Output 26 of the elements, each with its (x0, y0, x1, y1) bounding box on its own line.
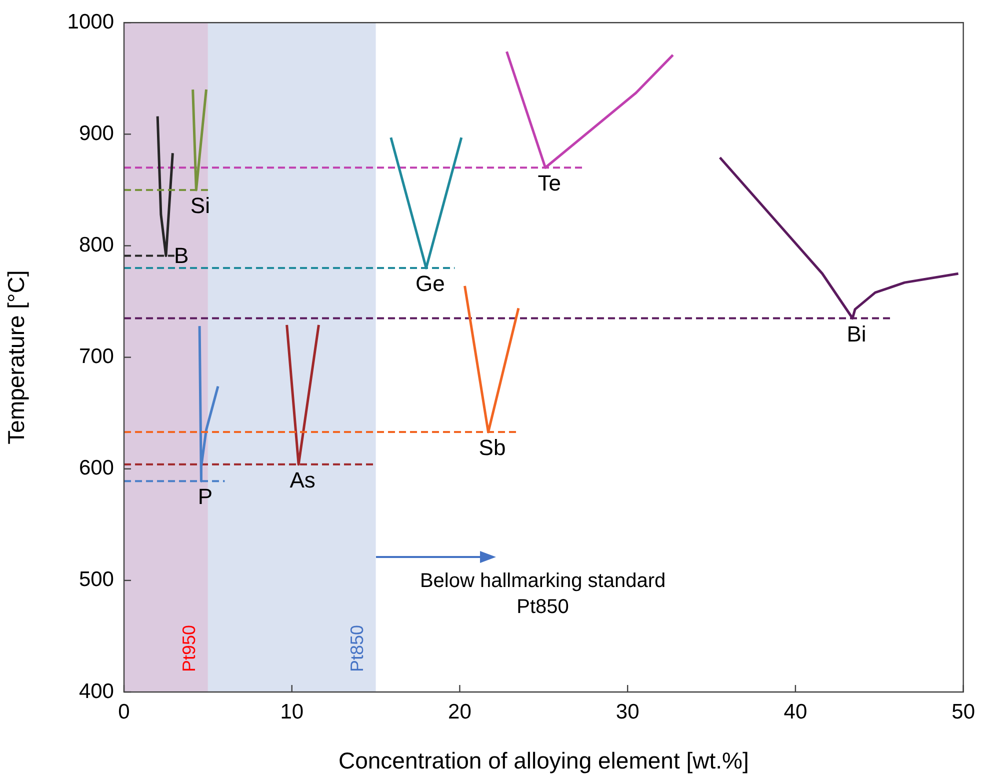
y-tick-label: 500 (78, 568, 114, 592)
series-label: B (174, 242, 189, 268)
series-label: Ge (415, 271, 445, 296)
band-label: Pt850 (346, 624, 367, 672)
y-tick-label: 900 (78, 122, 114, 145)
series-label: P (198, 484, 213, 510)
y-axis-title: Temperature [°C] (3, 270, 30, 444)
annotation: Below hallmarking standard Pt850 (418, 569, 667, 620)
series-label: Si (190, 193, 210, 218)
x-tick-label: 10 (280, 700, 304, 724)
series-label: Sb (478, 435, 506, 460)
x-tick-label: 40 (784, 700, 808, 724)
series-label: Te (538, 170, 561, 196)
y-tick-label: 1000 (67, 10, 114, 34)
x-axis-title: Concentration of alloying element [wt.%] (338, 748, 749, 774)
y-tick-label: 800 (78, 234, 114, 257)
band-label: Pt950 (178, 624, 199, 672)
x-tick-label: 50 (952, 700, 975, 724)
series-label: As (290, 467, 316, 492)
x-tick-label: 20 (448, 700, 472, 724)
x-tick-label: 30 (616, 700, 640, 724)
series-label: Bi (846, 321, 866, 346)
x-tick-label: 0 (118, 700, 130, 724)
y-tick-label: 400 (78, 680, 114, 703)
y-tick-label: 700 (78, 345, 114, 368)
y-tick-label: 600 (78, 456, 114, 480)
